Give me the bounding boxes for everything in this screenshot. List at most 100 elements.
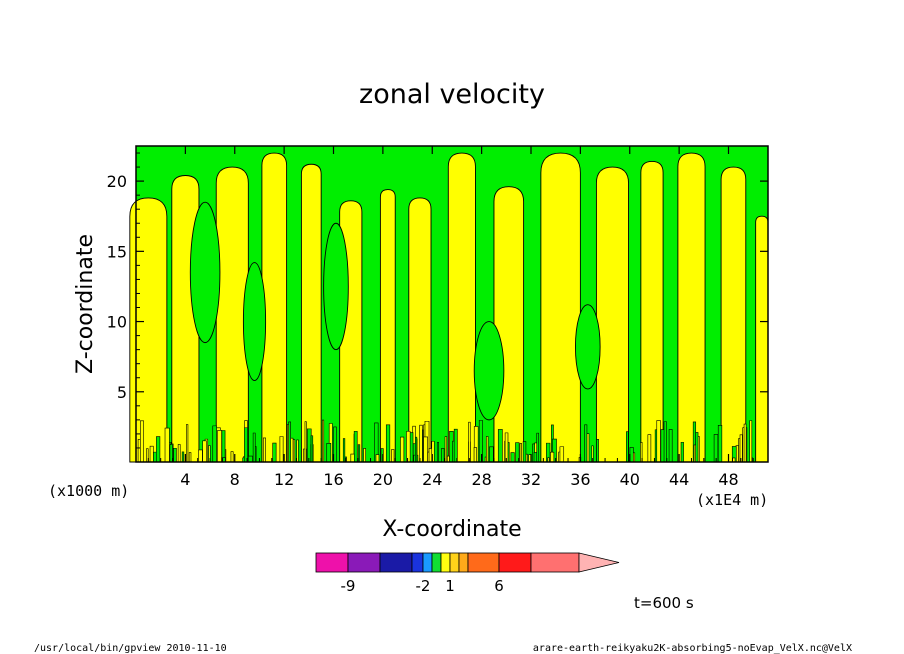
- x-tick-label: 4: [180, 470, 190, 489]
- colorbar-segment: [379, 552, 413, 573]
- surface-spike: [217, 430, 222, 463]
- surface-spike: [406, 431, 411, 463]
- surface-spike: [510, 452, 515, 463]
- surface-spike: [186, 424, 189, 463]
- y-tick-label: 10: [107, 313, 127, 332]
- surface-spike: [181, 451, 185, 463]
- negative-patch: [242, 262, 267, 381]
- y-tick-label: 5: [117, 383, 127, 402]
- surface-spike: [252, 432, 256, 463]
- colorbar-segment: [431, 552, 442, 573]
- colorbar-label: 6: [494, 577, 504, 595]
- surface-spike: [441, 448, 445, 463]
- x-tick-label: 32: [521, 470, 541, 489]
- colorbar-segment: [315, 552, 349, 573]
- positive-column: [640, 160, 664, 463]
- surface-spike: [504, 432, 509, 463]
- surface-spike: [230, 451, 234, 463]
- footer-left: /usr/local/bin/gpview 2010-11-10: [34, 643, 227, 654]
- x-tick-label: 8: [230, 470, 240, 489]
- surface-spike: [272, 442, 277, 463]
- positive-column: [755, 215, 769, 463]
- surface-spike: [326, 443, 332, 463]
- colorbar-label: -2: [416, 577, 431, 595]
- surface-spike: [626, 431, 629, 463]
- surface-spike: [596, 439, 599, 463]
- surface-spike: [292, 439, 296, 463]
- surface-spike: [559, 446, 565, 463]
- surface-spike: [164, 427, 170, 463]
- plot-area: [129, 145, 769, 463]
- surface-spike: [169, 444, 173, 463]
- positive-column: [129, 197, 168, 463]
- positive-column: [300, 163, 322, 463]
- surface-spike: [202, 440, 207, 463]
- surface-spike: [749, 420, 753, 463]
- surface-spike: [519, 443, 522, 463]
- positive-column: [595, 166, 629, 463]
- surface-spike: [497, 429, 503, 463]
- surface-spike: [629, 447, 634, 463]
- x-tick-label: 48: [718, 470, 738, 489]
- positive-column: [493, 186, 525, 463]
- y-axis-label: Z-coordinate: [73, 234, 98, 374]
- surface-spike: [385, 424, 391, 463]
- surface-spike: [743, 423, 747, 463]
- colorbar-segment: [498, 552, 532, 573]
- surface-spike: [177, 444, 181, 463]
- surface-spike: [419, 424, 423, 463]
- colorbar-label: -9: [341, 577, 356, 595]
- surface-spike: [739, 434, 743, 463]
- colorbar-segment: [422, 552, 433, 573]
- surface-spike: [212, 425, 217, 463]
- surface-spike: [173, 447, 177, 463]
- surface-spike: [473, 447, 477, 463]
- colorbar-segment: [411, 552, 424, 573]
- x-tick-label: 28: [471, 470, 491, 489]
- surface-spike: [248, 455, 253, 463]
- x-tick-label: 44: [669, 470, 689, 489]
- plot-frame: [135, 145, 769, 463]
- surface-spike: [400, 436, 405, 463]
- x-unit-right: (x1E4 m): [696, 491, 768, 509]
- y-tick-label: 20: [107, 172, 127, 191]
- colorbar-segment: [440, 552, 451, 573]
- colorbar: -9 -2 1 6: [315, 552, 620, 595]
- surface-spike: [198, 449, 203, 463]
- negative-patch: [323, 222, 349, 351]
- surface-spike: [304, 421, 307, 463]
- surface-spike: [436, 441, 439, 463]
- surface-spike: [262, 437, 266, 463]
- surface-spike: [342, 438, 346, 463]
- colorbar-segment: [347, 552, 381, 573]
- surface-spike: [310, 435, 314, 463]
- surface-spike: [288, 421, 291, 463]
- negative-patch: [574, 304, 601, 390]
- positive-column: [447, 152, 476, 463]
- surface-spike: [322, 419, 325, 463]
- chart-title: zonal velocity: [359, 79, 545, 110]
- colorbar-segment: [458, 552, 469, 573]
- surface-spike: [550, 451, 555, 463]
- surface-spike: [668, 429, 673, 463]
- colorbar-segment: [449, 552, 460, 573]
- surface-spike: [363, 448, 366, 463]
- surface-spike: [489, 446, 494, 463]
- x-axis: 4 8 12 16 20 24 28 32 36 40 44 48: [147, 146, 754, 489]
- surface-spike: [415, 436, 418, 463]
- surface-spike: [647, 434, 652, 463]
- surface-spike: [149, 445, 154, 463]
- velocity-field: [129, 152, 769, 463]
- surface-spike: [140, 420, 144, 463]
- surface-spike: [188, 452, 192, 463]
- surface-spike: [391, 449, 395, 463]
- negative-patch: [473, 321, 505, 421]
- footer-right: arare-earth-reikyaku2K-absorbing5-noEvap…: [533, 643, 852, 654]
- x-tick-label: 36: [570, 470, 590, 489]
- surface-spike: [375, 454, 380, 463]
- x-axis-label: X-coordinate: [382, 517, 521, 542]
- colorbar-segment: [467, 552, 500, 573]
- surface-spike: [536, 432, 540, 463]
- surface-spike: [279, 436, 284, 463]
